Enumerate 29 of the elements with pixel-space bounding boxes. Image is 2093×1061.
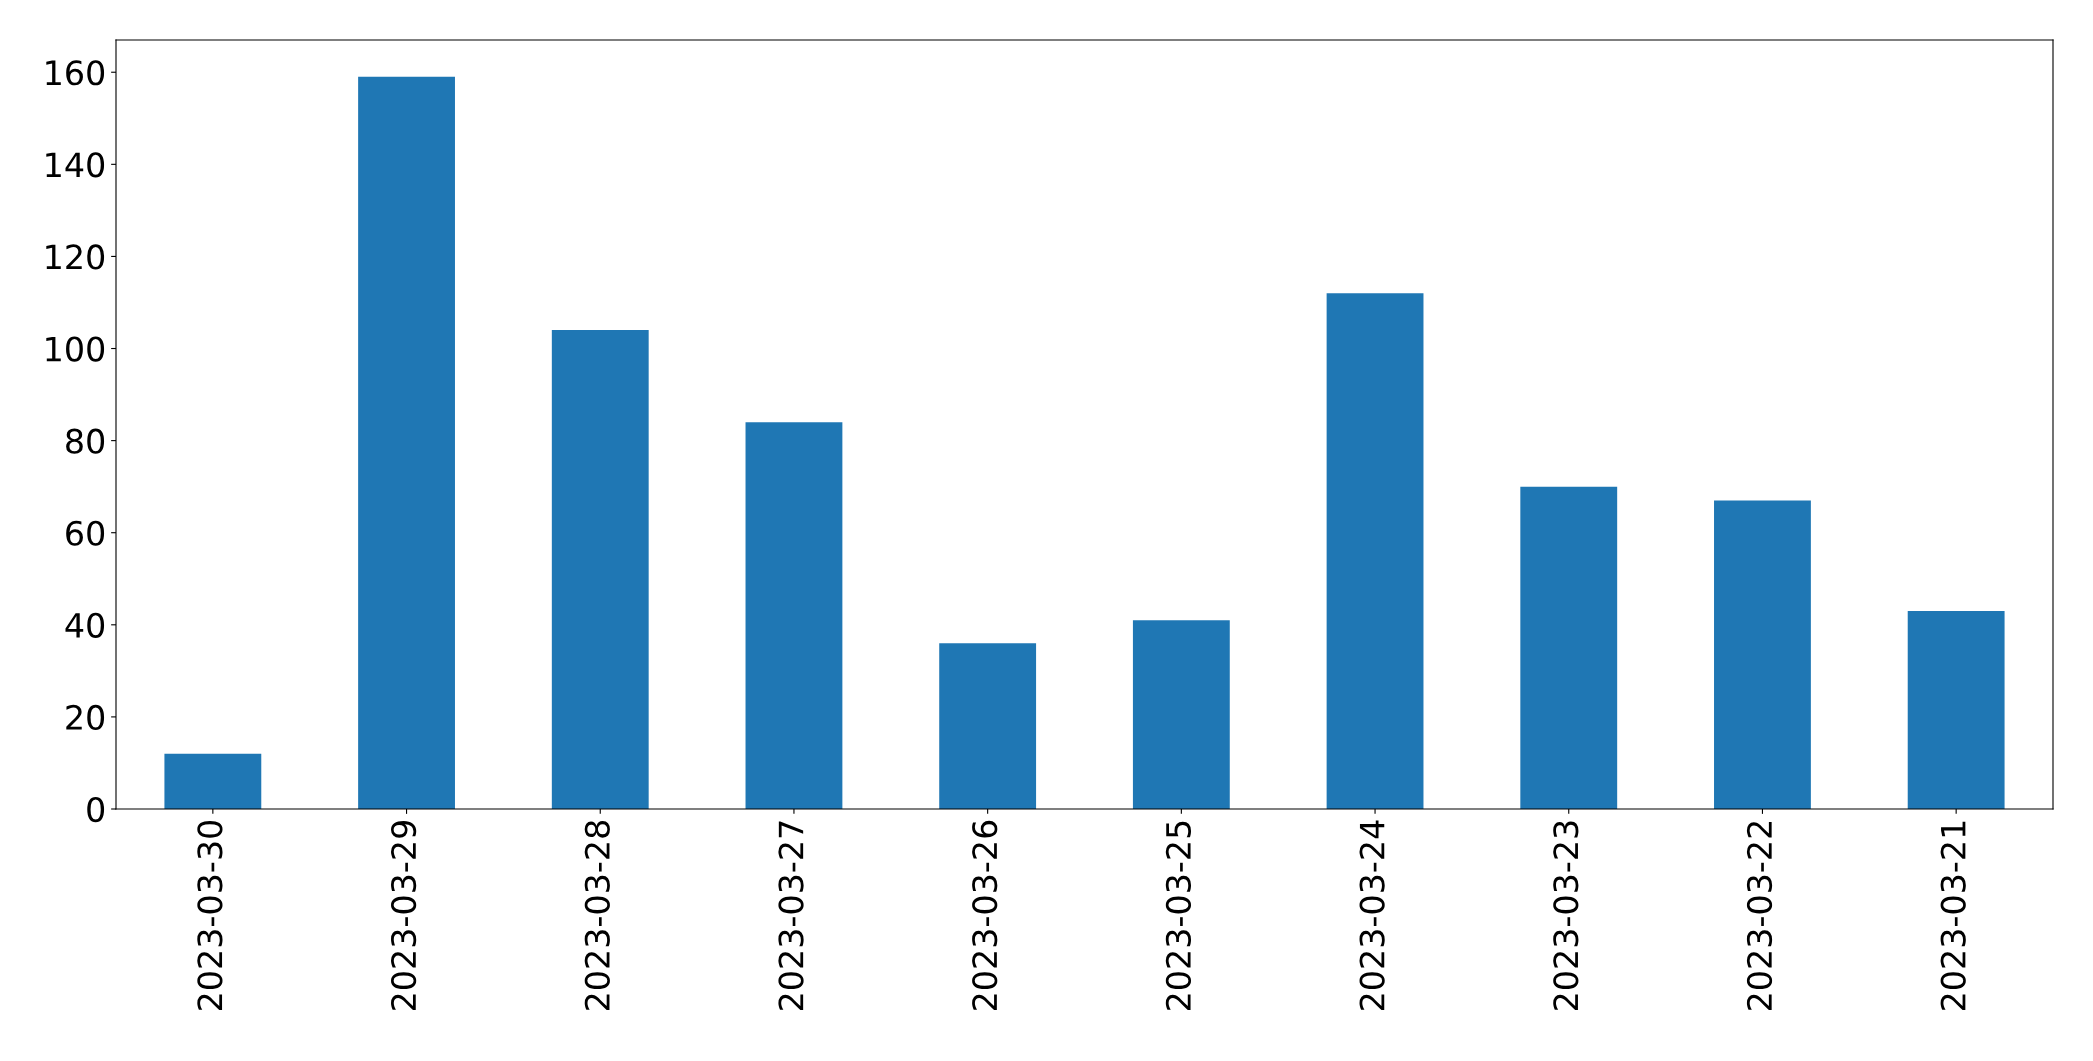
y-tick-label: 160 [46,60,105,86]
bar [1520,486,1618,809]
bar [1132,620,1230,809]
bar [358,76,455,809]
x-tick-label: 2023-03-26 [972,820,998,1010]
x-tick-label: 2023-03-21 [1940,821,1966,1010]
bar [745,422,843,809]
x-tick-label: 2023-03-29 [391,821,417,1010]
x-tick-label: 2023-03-28 [584,821,610,1010]
y-tick-label: 120 [46,244,105,270]
bar [1326,293,1424,809]
y-tick-label: 80 [66,428,105,454]
bar [939,643,1037,809]
y-tick-label: 100 [46,336,105,362]
x-tick-label: 2023-03-22 [1746,822,1773,1010]
x-tick-label: 2023-03-25 [1165,821,1192,1010]
x-tick-label: 2023-03-30 [197,820,223,1010]
y-tick-label: 140 [46,152,105,178]
y-tick-label: 0 [87,796,105,823]
bar [164,753,262,809]
x-tick-label: 2023-03-27 [778,821,804,1010]
bar [1907,610,2005,809]
bar [1714,500,1811,809]
y-tick-label: 60 [66,520,105,546]
bar [551,330,649,809]
y-tick-label: 20 [66,704,105,731]
x-tick-label: 2023-03-23 [1553,821,1579,1010]
x-tick-label: 2023-03-24 [1359,820,1385,1010]
y-tick-label: 40 [65,612,105,638]
